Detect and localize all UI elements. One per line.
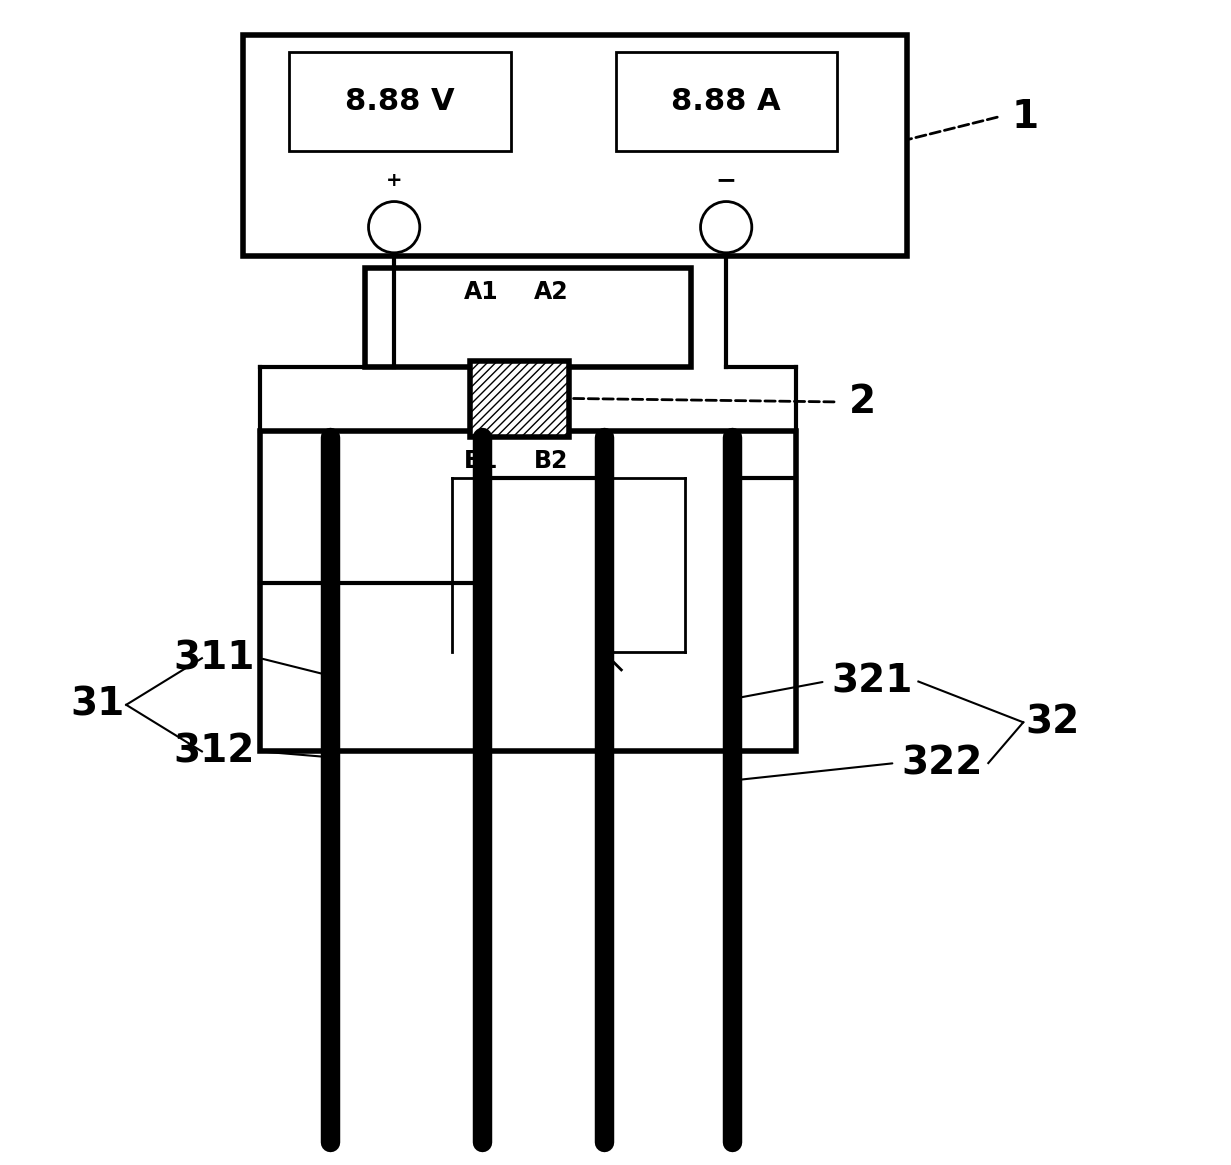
Text: 8.88 V: 8.88 V (345, 87, 454, 117)
Bar (289, 52, 511, 151)
Bar (260, 431, 796, 751)
Text: A2: A2 (534, 280, 569, 304)
Text: 321: 321 (831, 663, 912, 700)
Circle shape (368, 202, 420, 253)
Text: 32: 32 (1025, 704, 1080, 741)
Bar (616, 52, 837, 151)
Text: B2: B2 (534, 449, 569, 473)
Text: 8.88 A: 8.88 A (671, 87, 780, 117)
Text: +: + (385, 171, 403, 190)
Text: 31: 31 (70, 686, 124, 723)
Text: B1: B1 (464, 449, 499, 473)
Bar (243, 35, 907, 256)
Text: 1: 1 (1012, 98, 1039, 135)
Text: 311: 311 (172, 640, 255, 677)
Text: 322: 322 (901, 744, 982, 782)
Text: A1: A1 (464, 280, 499, 304)
Circle shape (700, 202, 752, 253)
Text: −: − (715, 169, 736, 192)
Bar (470, 361, 569, 437)
Text: 312: 312 (172, 733, 255, 770)
Text: 2: 2 (848, 383, 875, 421)
Bar (366, 268, 692, 367)
